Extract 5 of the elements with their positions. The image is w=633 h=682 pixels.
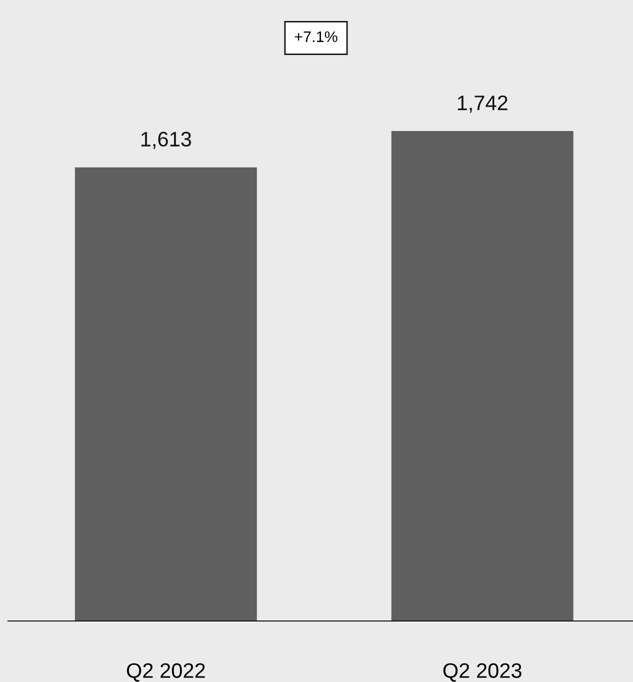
- data-label: 1,742: [458, 96, 508, 113]
- data-label: 1,613: [141, 132, 192, 150]
- text: +7.1%: [294, 31, 338, 42]
- x-tick-label: Q2 2022: [126, 663, 205, 682]
- x-tick-label: Q2 2023: [443, 663, 522, 682]
